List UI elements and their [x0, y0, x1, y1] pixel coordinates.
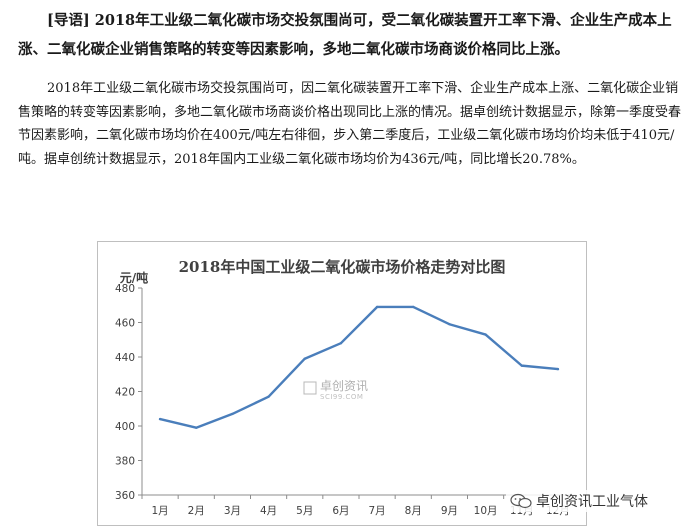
- y-tick-label: 400: [115, 421, 135, 433]
- watermark: 卓创资讯 SCI99.COM: [303, 379, 368, 401]
- data-point: [231, 412, 234, 416]
- x-tick-label: 7月: [368, 505, 385, 517]
- x-tick-label: 5月: [296, 505, 313, 517]
- article-lead: [导语] 2018年工业级二氧化碳市场交投氛围尚可，受二氧化碳装置开工率下滑、企…: [18, 12, 672, 58]
- y-tick-label: 420: [115, 387, 135, 399]
- data-point: [158, 417, 162, 421]
- y-tick-label: 480: [115, 283, 135, 295]
- wechat-source-badge: 卓创资讯工业气体: [506, 490, 652, 512]
- data-point: [195, 426, 198, 429]
- x-tick-label: 2月: [188, 505, 205, 517]
- badge-label: 卓创资讯工业气体: [536, 494, 648, 510]
- series-line: [158, 305, 560, 429]
- data-point: [520, 364, 523, 367]
- watermark-text: 卓创资讯: [320, 379, 368, 393]
- x-tick-label: 1月: [151, 505, 168, 517]
- y-tick-label: 360: [115, 490, 135, 502]
- x-tick-label: 8月: [405, 505, 422, 517]
- chart-title: 2018年中国工业级二氧化碳市场价格走势对比图: [179, 258, 506, 276]
- chart-frame: 2018年中国工业级二氧化碳市场价格走势对比图 元/吨 卓创资讯 SCI99.C…: [97, 241, 587, 526]
- x-tick-label: 4月: [260, 505, 277, 517]
- x-tick-label: 6月: [332, 505, 349, 517]
- price-line-chart: 2018年中国工业级二氧化碳市场价格走势对比图 元/吨 卓创资讯 SCI99.C…: [115, 258, 577, 517]
- y-tick-label: 380: [115, 456, 135, 468]
- data-point: [267, 395, 270, 398]
- x-tick-label: 3月: [224, 505, 241, 517]
- data-point: [556, 367, 560, 371]
- wechat-icon: [510, 493, 532, 509]
- data-point: [412, 305, 415, 309]
- data-point: [448, 323, 451, 326]
- x-tick-label: 10月: [474, 505, 498, 517]
- data-point: [375, 305, 379, 309]
- watermark-subtext: SCI99.COM: [320, 393, 363, 401]
- data-point: [303, 357, 306, 360]
- data-point: [339, 342, 343, 345]
- data-point: [484, 333, 487, 336]
- article-body: 2018年工业级二氧化碳市场交投氛围尚可，因二氧化碳装置开工率下滑、企业生产成本…: [18, 81, 682, 167]
- y-tick-label: 440: [115, 352, 135, 364]
- y-axis-unit: 元/吨: [120, 270, 148, 285]
- y-tick-label: 460: [115, 318, 135, 330]
- x-tick-label: 9月: [441, 505, 458, 517]
- watermark-logo-icon: [303, 381, 317, 395]
